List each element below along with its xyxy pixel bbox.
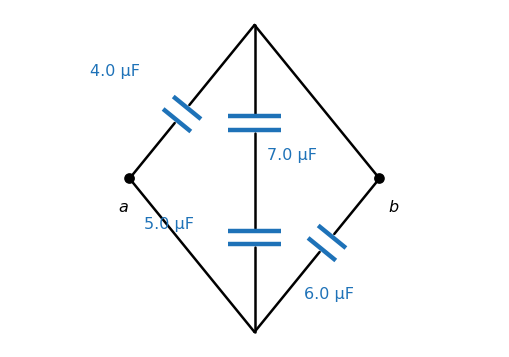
Text: 5.0 μF: 5.0 μF (144, 217, 194, 232)
Circle shape (375, 174, 384, 183)
Text: b: b (388, 200, 399, 215)
Text: a: a (119, 200, 129, 215)
Text: 4.0 μF: 4.0 μF (90, 64, 140, 79)
Text: 6.0 μF: 6.0 μF (304, 287, 354, 302)
Text: 7.0 μF: 7.0 μF (267, 148, 317, 163)
Circle shape (125, 174, 134, 183)
